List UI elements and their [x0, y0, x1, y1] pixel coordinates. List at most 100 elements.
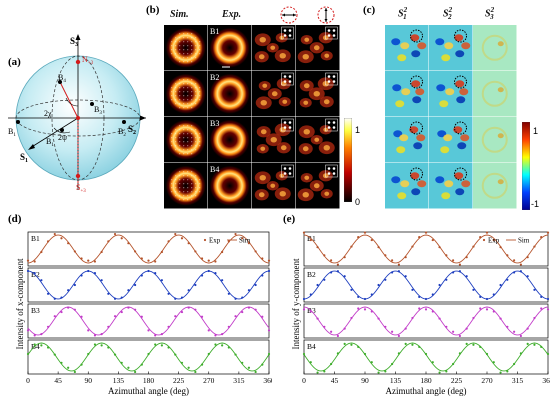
exp-point-d-B1: [207, 259, 210, 262]
exp-point-d-B2: [33, 271, 36, 275]
exp-point-e-B1: [404, 256, 407, 259]
subplot-e-B1: [303, 231, 549, 267]
xtick-e-0: 0: [302, 376, 306, 385]
panel-label-a: (a): [8, 56, 21, 68]
exp-point-e-B1: [526, 256, 529, 259]
exp-point-e-B3: [302, 308, 306, 311]
exp-point-d-B3: [67, 306, 70, 309]
subplot-d-B3: [27, 303, 270, 339]
exp-point-d-B4: [80, 363, 83, 366]
exp-point-e-B1: [418, 235, 421, 239]
exp-point-d-B3: [127, 306, 130, 309]
s3-label: S: [70, 36, 75, 46]
exp-point-e-B4: [431, 361, 434, 364]
exp-point-d-B2: [67, 289, 70, 292]
xtick-e-90: 90: [361, 376, 369, 385]
svg-text:B3: B3: [94, 105, 102, 116]
svg-text:S2: S2: [128, 124, 136, 136]
exp-point-e-B3: [472, 316, 475, 320]
exp-point-e-B2: [452, 271, 455, 274]
exp-point-e-B1: [411, 245, 414, 248]
exp-point-d-B4: [60, 361, 63, 364]
exp-point-d-B2: [134, 283, 137, 287]
exp-point-d-B3: [200, 315, 204, 318]
exp-point-e-B4: [336, 352, 339, 355]
exp-point-d-B4: [261, 363, 264, 366]
exp-point-e-B3: [350, 316, 353, 320]
exp-point-e-B1: [424, 231, 428, 234]
legend-sim-e: Sim: [518, 237, 530, 245]
exp-point-e-B3: [397, 334, 400, 338]
exp-point-d-B2: [167, 292, 170, 295]
exp-point-e-B1: [458, 263, 461, 266]
exp-point-e-B3: [519, 334, 522, 338]
exp-point-e-B3: [384, 325, 387, 328]
exp-point-e-B4: [526, 342, 529, 345]
header-sim: Sim.: [170, 9, 189, 20]
exp-point-e-B2: [309, 293, 312, 296]
exp-point-d-B2: [267, 269, 271, 273]
exp-point-e-B2: [546, 297, 550, 301]
header-s2: S22: [443, 6, 453, 22]
exp-point-e-B4: [384, 370, 387, 373]
exp-point-d-B4: [207, 352, 210, 356]
exp-point-d-B4: [194, 370, 197, 374]
exp-point-d-B1: [200, 257, 204, 260]
exp-point-e-B2: [438, 283, 441, 287]
exp-point-e-B2: [513, 271, 516, 274]
exp-point-e-B1: [506, 254, 509, 257]
exp-point-e-B2: [302, 297, 306, 301]
exp-point-e-B2: [499, 283, 502, 287]
series-label-e-B4: B4: [307, 342, 316, 351]
exp-point-e-B3: [533, 316, 536, 320]
exp-point-d-B3: [60, 310, 63, 314]
exp-point-e-B3: [363, 308, 367, 311]
exp-point-d-B2: [254, 283, 257, 287]
exp-point-d-B2: [180, 296, 184, 299]
exp-point-e-B1: [431, 238, 434, 242]
exp-point-d-B1: [167, 240, 170, 243]
exp-point-e-B2: [472, 288, 475, 291]
exp-point-d-B1: [180, 237, 184, 240]
legend-exp-e: Exp: [488, 237, 500, 245]
exp-point-d-B3: [73, 308, 76, 311]
colorbar-b-min: 0: [355, 197, 361, 207]
exp-point-d-B3: [241, 310, 244, 314]
exp-point-e-B2: [391, 271, 394, 274]
xtick-e-270: 270: [481, 376, 493, 385]
exp-point-d-B3: [154, 334, 157, 337]
xtick-d-90: 90: [85, 376, 93, 385]
exp-point-e-B2: [479, 295, 482, 299]
exp-point-d-B3: [221, 333, 224, 336]
exp-point-e-B1: [363, 231, 367, 234]
exp-point-e-B4: [485, 352, 489, 356]
cell-c-2-2: [473, 117, 517, 163]
exp-point-d-B2: [113, 297, 117, 300]
exp-point-e-B1: [452, 259, 455, 262]
row-label-B4: B4: [210, 165, 219, 174]
exp-point-d-B4: [147, 352, 150, 356]
exp-point-d-B1: [140, 257, 143, 260]
s2-label: S: [128, 124, 133, 134]
exp-point-e-B3: [370, 310, 373, 313]
exp-point-d-B3: [167, 325, 170, 328]
exp-point-e-B3: [479, 307, 482, 310]
exp-point-d-B2: [174, 297, 177, 300]
series-label-d-B1: B1: [31, 234, 40, 243]
exp-point-d-B3: [247, 306, 251, 309]
south-point: [75, 173, 81, 179]
exp-point-d-B1: [127, 242, 130, 245]
exp-point-e-B1: [316, 246, 319, 249]
exp-point-e-B2: [485, 297, 489, 301]
exp-point-e-B1: [472, 245, 475, 248]
exp-point-d-B4: [67, 366, 70, 369]
xlabel-d: Azimuthal angle (deg): [108, 386, 189, 396]
exp-point-d-B3: [194, 308, 197, 311]
exp-point-e-B2: [431, 293, 434, 296]
exp-point-e-B4: [438, 371, 441, 374]
exp-point-d-B3: [180, 310, 184, 314]
legend-sim-d: Sim: [239, 237, 251, 245]
exp-point-d-B2: [221, 279, 224, 282]
exp-point-e-B4: [330, 362, 333, 366]
